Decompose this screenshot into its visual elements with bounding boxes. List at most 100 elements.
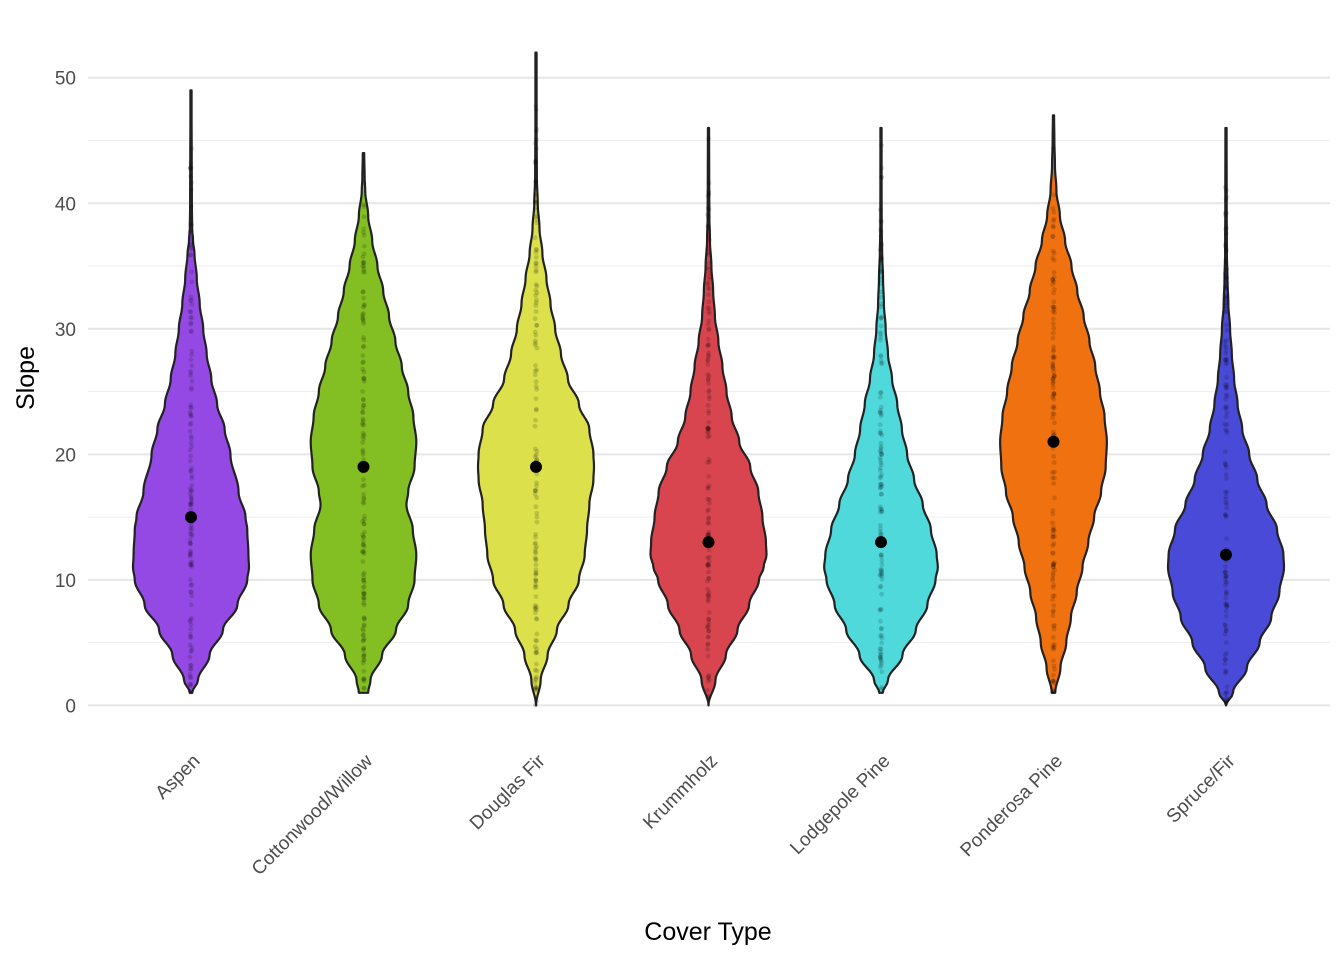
data-point: [534, 544, 540, 550]
data-point: [705, 460, 710, 465]
data-point: [187, 243, 193, 248]
data-point: [1223, 406, 1229, 411]
data-point: [533, 685, 538, 690]
data-point: [1223, 595, 1229, 601]
data-point: [188, 436, 194, 441]
data-point: [1050, 577, 1056, 583]
data-point: [534, 638, 539, 644]
data-point: [188, 562, 194, 568]
data-point: [705, 592, 711, 597]
data-point: [534, 686, 539, 692]
data-point: [533, 287, 539, 293]
data-point: [879, 669, 885, 675]
data-point: [534, 495, 540, 501]
data-point: [361, 678, 367, 684]
data-point: [706, 529, 712, 535]
data-point: [878, 526, 883, 532]
data-point: [532, 686, 538, 692]
data-point: [189, 242, 195, 248]
y-tick-label: 0: [65, 696, 76, 717]
data-point: [1050, 609, 1056, 615]
data-point: [1223, 628, 1229, 634]
data-point: [879, 484, 885, 490]
data-point: [706, 507, 712, 512]
data-point: [188, 328, 194, 334]
data-point: [705, 508, 710, 514]
data-point: [533, 192, 539, 197]
data-point: [706, 457, 712, 462]
data-point: [1050, 597, 1056, 602]
data-point: [1051, 644, 1057, 650]
data-point: [1051, 287, 1057, 292]
data-point: [533, 384, 539, 389]
data-point: [188, 385, 194, 390]
data-point: [534, 208, 539, 213]
data-point: [879, 142, 884, 148]
data-point: [1051, 391, 1057, 397]
data-point: [706, 180, 712, 186]
data-point: [1223, 583, 1228, 588]
data-point: [706, 389, 711, 395]
data-point: [1050, 550, 1056, 556]
data-point: [360, 422, 365, 428]
data-point: [1051, 344, 1056, 350]
data-point: [533, 129, 539, 134]
data-point: [1051, 646, 1057, 652]
data-point: [188, 689, 193, 695]
data-point: [1051, 431, 1057, 437]
data-point: [1050, 550, 1056, 556]
data-point: [1223, 231, 1229, 237]
data-point: [534, 514, 540, 520]
data-point: [534, 212, 540, 218]
data-point: [534, 457, 540, 462]
data-point: [361, 418, 366, 424]
data-point: [1222, 283, 1228, 289]
data-point: [879, 462, 884, 467]
data-point: [1050, 362, 1056, 368]
data-point: [189, 581, 195, 587]
data-point: [1050, 380, 1056, 385]
data-point: [532, 342, 538, 348]
data-point: [534, 483, 539, 489]
data-point: [1050, 508, 1056, 513]
data-point: [532, 368, 538, 374]
x-tick-label: Krummholz: [639, 751, 722, 834]
data-point: [532, 610, 538, 616]
data-point: [534, 480, 539, 486]
data-point: [1051, 663, 1057, 669]
data-point: [1050, 304, 1056, 310]
data-point: [533, 578, 539, 584]
data-point: [878, 413, 884, 419]
data-point: [878, 552, 884, 558]
data-point: [360, 549, 365, 554]
data-point: [1051, 622, 1057, 628]
data-point: [1051, 469, 1057, 475]
data-point: [878, 315, 884, 321]
data-point: [533, 106, 539, 112]
data-point: [187, 619, 193, 624]
data-point: [1050, 672, 1056, 678]
data-point: [1051, 561, 1057, 567]
data-point: [1051, 374, 1057, 380]
data-point: [534, 126, 540, 132]
data-point: [878, 301, 884, 307]
data-point: [360, 397, 366, 402]
data-point: [706, 500, 712, 506]
data-point: [706, 191, 712, 196]
data-point: [188, 682, 193, 687]
data-point: [878, 261, 884, 267]
data-point: [706, 569, 711, 575]
data-point: [187, 662, 193, 668]
data-point: [360, 405, 366, 411]
data-point: [1050, 330, 1056, 336]
data-point: [533, 214, 539, 220]
data-point: [1051, 689, 1057, 695]
data-point: [1050, 689, 1055, 695]
data-point: [1223, 384, 1229, 390]
data-point: [877, 646, 883, 652]
data-point: [878, 331, 884, 337]
data-point: [534, 137, 539, 143]
data-point: [1051, 392, 1057, 398]
data-point: [1050, 570, 1056, 576]
data-point: [1223, 274, 1228, 280]
